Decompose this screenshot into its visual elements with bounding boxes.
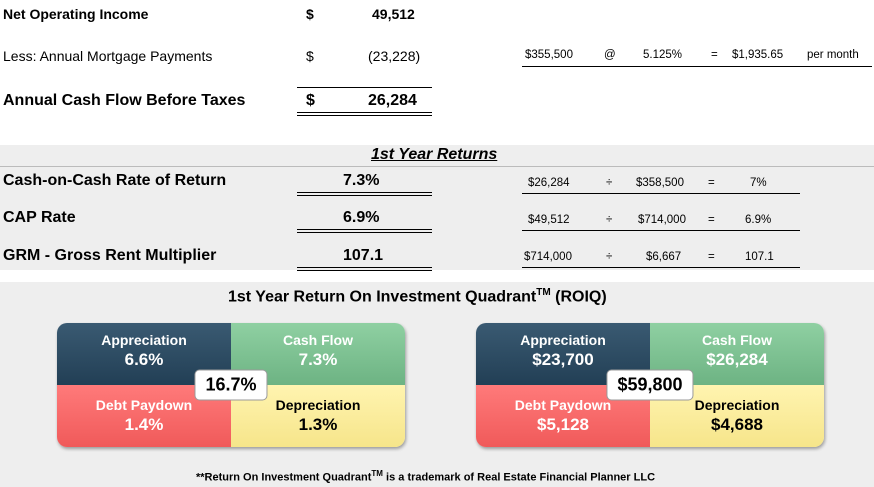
mortgage-per: per month — [807, 49, 859, 61]
cap-label: CAP Rate — [3, 209, 76, 226]
coc-label: Cash-on-Cash Rate of Return — [3, 172, 227, 189]
cashflow-double-rule — [297, 112, 432, 116]
depreciation-value: $4,688 — [711, 415, 763, 434]
debt-paydown-value: 1.4% — [124, 415, 164, 434]
footnote-pre: **Return On Investment Quadrant — [196, 471, 372, 484]
roiq-percent-quadrant: Appreciation 6.6% Cash Flow 7.3% Debt Pa… — [57, 323, 405, 447]
subtotal-rule — [297, 87, 432, 88]
grm-op: ÷ — [606, 251, 613, 263]
coc-a: $26,284 — [528, 177, 570, 189]
roiq-total-usd: $59,800 — [606, 369, 694, 401]
appreciation-quadrant-usd: Appreciation $23,700 — [476, 323, 650, 385]
cashflow-value: 7.3% — [298, 350, 338, 369]
grm-value: 107.1 — [343, 247, 384, 264]
coc-result: 7% — [750, 177, 767, 189]
debt-paydown-value: $5,128 — [537, 415, 589, 434]
cap-result: 6.9% — [745, 214, 772, 226]
cashflow-label: Cash Flow — [701, 332, 772, 348]
roiq-title: 1st Year Return On Investment QuadrantTM… — [228, 287, 607, 306]
roiq-total-pct: 16.7% — [194, 369, 268, 401]
footnote-tm: TM — [371, 469, 383, 478]
returns-divider — [0, 166, 874, 167]
returns-band — [0, 145, 874, 270]
coc-b: $358,500 — [636, 177, 684, 189]
grm-a: $714,000 — [524, 251, 572, 263]
coc-eq: = — [708, 177, 715, 189]
mortgage-principal: $355,500 — [525, 49, 573, 61]
cashflow-quadrant-usd: Cash Flow $26,284 — [650, 323, 824, 385]
mortgage-at: @ — [604, 49, 616, 61]
appreciation-label: Appreciation — [101, 332, 187, 348]
roiq-dollar-quadrant: Appreciation $23,700 Cash Flow $26,284 D… — [476, 323, 824, 447]
cashflow-label: Annual Cash Flow Before Taxes — [3, 92, 246, 109]
footnote-post: is a trademark of Real Estate Financial … — [382, 471, 656, 484]
cap-eq: = — [708, 214, 715, 226]
roiq-footnote: **Return On Investment QuadrantTM is a t… — [196, 469, 655, 484]
mortgage-currency: $ — [306, 48, 314, 64]
noi-label: Net Operating Income — [3, 6, 149, 22]
debt-paydown-quadrant-pct: Debt Paydown 1.4% — [57, 385, 231, 447]
debt-paydown-label: Debt Paydown — [95, 397, 193, 413]
mortgage-payment: $1,935.65 — [732, 49, 784, 61]
cap-op: ÷ — [606, 214, 613, 226]
grm-calc-rule — [522, 267, 800, 268]
depreciation-value: 1.3% — [298, 415, 338, 434]
roiq-title-main: 1st Year Return On Investment Quadrant — [228, 288, 537, 306]
grm-b: $6,667 — [646, 251, 682, 263]
roiq-title-suffix: (ROIQ) — [550, 288, 607, 306]
coc-calc-rule — [522, 193, 800, 194]
appreciation-label: Appreciation — [520, 332, 606, 348]
cap-b: $714,000 — [638, 214, 686, 226]
grm-rule — [297, 267, 432, 271]
grm-result: 107.1 — [745, 251, 774, 263]
grm-eq: = — [708, 251, 715, 263]
mortgage-label: Less: Annual Mortgage Payments — [3, 48, 213, 64]
depreciation-label: Depreciation — [275, 397, 361, 413]
roiq-title-tm: TM — [536, 287, 551, 298]
appreciation-value: 6.6% — [124, 350, 164, 369]
cap-value: 6.9% — [343, 209, 380, 226]
returns-title: 1st Year Returns — [371, 146, 498, 163]
cap-rule — [297, 229, 432, 233]
mortgage-value: (23,228) — [368, 48, 421, 64]
cap-a: $49,512 — [528, 214, 570, 226]
coc-op: ÷ — [606, 177, 613, 189]
coc-value: 7.3% — [343, 172, 380, 189]
appreciation-value: $23,700 — [532, 350, 594, 369]
mortgage-calc-rule — [522, 66, 872, 67]
cap-calc-rule — [522, 230, 800, 231]
cashflow-currency: $ — [306, 92, 315, 109]
noi-currency: $ — [306, 6, 314, 22]
mortgage-rate: 5.125% — [643, 49, 683, 61]
cashflow-value: 26,284 — [368, 92, 417, 109]
coc-rule — [297, 192, 432, 196]
debt-paydown-label: Debt Paydown — [514, 397, 612, 413]
cashflow-label: Cash Flow — [282, 332, 353, 348]
noi-value: 49,512 — [372, 6, 415, 22]
grm-label: GRM - Gross Rent Multiplier — [3, 247, 217, 264]
depreciation-label: Depreciation — [694, 397, 780, 413]
cashflow-value: $26,284 — [706, 350, 768, 369]
mortgage-equals: = — [711, 49, 718, 61]
